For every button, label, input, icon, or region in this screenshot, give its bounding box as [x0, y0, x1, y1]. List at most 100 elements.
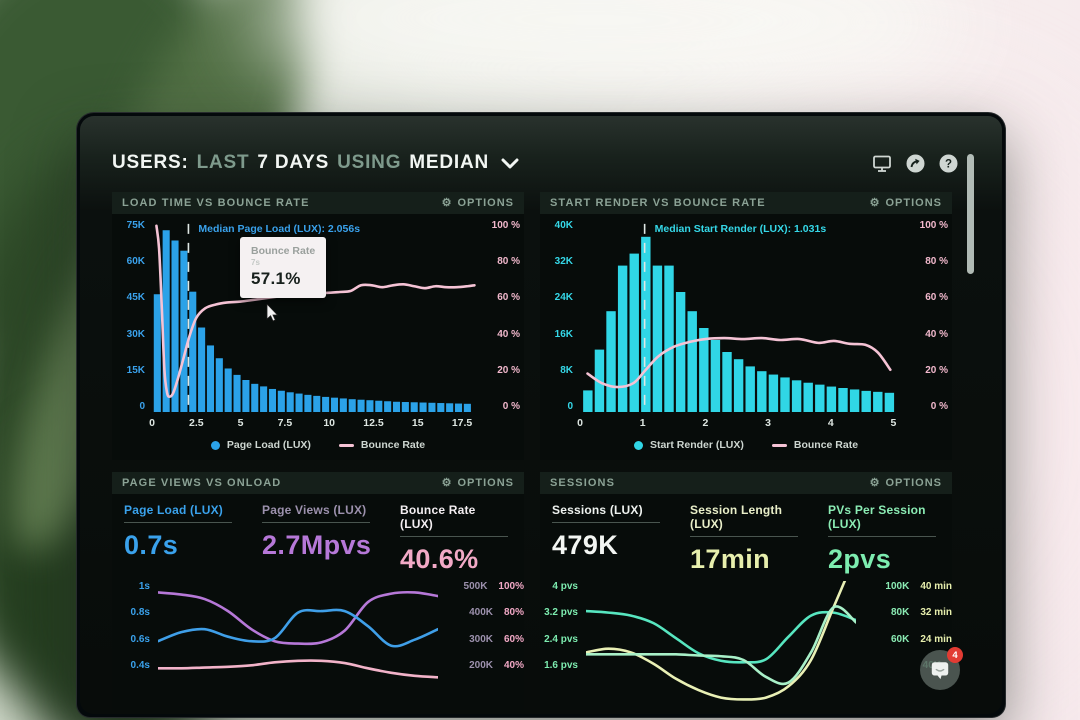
- y-axis-left: 40K 32K 24K 16K 8K 0: [554, 220, 573, 412]
- chart-legend: Page Load (LUX) Bounce Rate: [112, 433, 524, 457]
- panel-title: START RENDER VS BOUNCE RATE: [550, 197, 766, 209]
- panel-title: PAGE VIEWS VS ONLOAD: [122, 477, 282, 489]
- tooltip-x-value: 7s: [251, 258, 260, 268]
- y-axis-right: 100 % 80 % 60 % 40 % 20 % 0 %: [919, 220, 948, 412]
- divider: [124, 522, 232, 523]
- chart-legend: Start Render (LUX) Bounce Rate: [540, 433, 952, 457]
- panel-title: SESSIONS: [550, 477, 616, 489]
- plot-area: [586, 581, 856, 710]
- svg-text:?: ?: [945, 158, 952, 170]
- bar-line-chart: [583, 220, 895, 412]
- chevron-down-icon[interactable]: [501, 158, 519, 169]
- chat-bubble-icon: [931, 661, 949, 679]
- header-icons: ?: [872, 154, 958, 173]
- line-chart: [158, 581, 438, 710]
- monitor-icon[interactable]: [872, 154, 892, 173]
- page-title[interactable]: USERS: LAST 7 DAYS USING MEDIAN: [112, 152, 519, 174]
- gear-icon: ⚙: [441, 476, 453, 489]
- metric-pvs-per-session[interactable]: PVs Per Session (LUX) 2pvs: [828, 503, 940, 575]
- title-median: MEDIAN: [409, 152, 490, 173]
- app-header: USERS: LAST 7 DAYS USING MEDIAN: [112, 152, 958, 174]
- options-button[interactable]: ⚙ OPTIONS: [869, 196, 942, 209]
- panel-grid: LOAD TIME VS BOUNCE RATE ⚙ OPTIONS 75K 60…: [112, 192, 952, 710]
- metric-value: 17min: [690, 544, 771, 574]
- metrics-row: Sessions (LUX) 479K Session Length (LUX)…: [540, 494, 952, 577]
- metric-value: 2pvs: [828, 544, 892, 574]
- x-axis: 0 2.5 5 7.5 10 12.5 15 17.5: [149, 417, 473, 429]
- bar-line-chart: [153, 220, 478, 412]
- line-chart: [586, 581, 856, 710]
- legend-item: Start Render (LUX): [633, 439, 744, 451]
- gear-icon: ⚙: [869, 196, 881, 209]
- plot-area: Median Start Render (LUX): 1.031s: [580, 220, 906, 412]
- y-axis-left: 75K 60K 45K 30K 15K 0: [126, 220, 145, 412]
- plot-area: Median Page Load (LUX): 2.056s Bounce Ra…: [152, 220, 478, 412]
- divider: [552, 522, 660, 523]
- options-button[interactable]: ⚙ OPTIONS: [869, 476, 942, 489]
- legend-item: Page Load (LUX): [210, 439, 311, 451]
- legend-line-swatch: [771, 443, 787, 447]
- legend-dot-swatch: [633, 440, 643, 450]
- metric-label: Page Views (LUX): [262, 503, 367, 517]
- metric-value: 479K: [552, 530, 619, 560]
- metric-label: PVs Per Session (LUX): [828, 503, 926, 531]
- share-icon[interactable]: [906, 154, 925, 173]
- metric-session-length[interactable]: Session Length (LUX) 17min: [690, 503, 802, 575]
- dashboard-screen: USERS: LAST 7 DAYS USING MEDIAN: [80, 116, 1002, 714]
- gear-icon: ⚙: [441, 196, 453, 209]
- tooltip-value: 57.1%: [251, 269, 301, 289]
- panel-start-render-vs-bounce-rate: START RENDER VS BOUNCE RATE ⚙ OPTIONS 40…: [540, 192, 952, 460]
- notification-badge: 4: [947, 647, 963, 663]
- metric-value: 0.7s: [124, 530, 179, 560]
- mouse-cursor-icon: [266, 304, 279, 322]
- title-last: LAST: [196, 152, 250, 173]
- tooltip-title: Bounce Rate: [251, 245, 316, 258]
- title-using: USING: [337, 152, 402, 173]
- options-button[interactable]: ⚙ OPTIONS: [441, 476, 514, 489]
- scrollbar-thumb[interactable]: [967, 154, 974, 274]
- metrics-row: Page Load (LUX) 0.7s Page Views (LUX) 2.…: [112, 494, 524, 577]
- tooltip: Bounce Rate 7s 57.1%: [240, 237, 327, 299]
- options-button[interactable]: ⚙ OPTIONS: [441, 196, 514, 209]
- panel-sessions: SESSIONS ⚙ OPTIONS Sessions (LUX) 479K: [540, 472, 952, 710]
- median-line-label: Median Start Render (LUX): 1.031s: [654, 223, 827, 235]
- divider: [828, 536, 936, 537]
- metric-label: Session Length (LUX): [690, 503, 783, 531]
- title-days: 7 DAYS: [257, 152, 330, 173]
- y-axis-right: 500K 100% 400K 80% 300K 60% 200K 40%: [463, 581, 524, 672]
- legend-dot-swatch: [210, 440, 220, 450]
- help-icon[interactable]: ?: [939, 154, 958, 173]
- y-axis-right: 100 % 80 % 60 % 40 % 20 % 0 %: [491, 220, 520, 412]
- panel-header: PAGE VIEWS VS ONLOAD ⚙ OPTIONS: [112, 472, 524, 494]
- legend-line-swatch: [338, 443, 354, 447]
- metric-bounce-rate[interactable]: Bounce Rate (LUX) 40.6%: [400, 503, 512, 575]
- chat-button[interactable]: 4: [920, 647, 963, 690]
- wall-blur: [260, 0, 960, 100]
- metric-value: 40.6%: [400, 544, 479, 574]
- metric-page-views[interactable]: Page Views (LUX) 2.7Mpvs: [262, 503, 374, 575]
- metric-label: Page Load (LUX): [124, 503, 224, 517]
- panel-page-views-vs-onload: PAGE VIEWS VS ONLOAD ⚙ OPTIONS Page Load…: [112, 472, 524, 710]
- metric-sessions[interactable]: Sessions (LUX) 479K: [552, 503, 664, 575]
- metric-page-load[interactable]: Page Load (LUX) 0.7s: [124, 503, 236, 575]
- y-axis-left: 4 pvs 3.2 pvs 2.4 pvs 1.6 pvs: [544, 581, 578, 672]
- plot-area: [158, 581, 438, 710]
- panel-header: START RENDER VS BOUNCE RATE ⚙ OPTIONS: [540, 192, 952, 214]
- metric-label: Sessions (LUX): [552, 503, 643, 517]
- legend-item: Bounce Rate: [771, 439, 858, 451]
- metric-value: 2.7Mpvs: [262, 530, 372, 560]
- divider: [262, 522, 370, 523]
- panel-title: LOAD TIME VS BOUNCE RATE: [122, 197, 310, 209]
- title-users: USERS:: [112, 152, 189, 173]
- panel-load-time-vs-bounce-rate: LOAD TIME VS BOUNCE RATE ⚙ OPTIONS 75K 60…: [112, 192, 524, 460]
- metric-label: Bounce Rate (LUX): [400, 503, 476, 531]
- legend-item: Bounce Rate: [338, 439, 425, 451]
- panel-header: LOAD TIME VS BOUNCE RATE ⚙ OPTIONS: [112, 192, 524, 214]
- divider: [400, 536, 508, 537]
- panel-header: SESSIONS ⚙ OPTIONS: [540, 472, 952, 494]
- laptop-screen: USERS: LAST 7 DAYS USING MEDIAN: [76, 112, 1006, 718]
- gear-icon: ⚙: [869, 476, 881, 489]
